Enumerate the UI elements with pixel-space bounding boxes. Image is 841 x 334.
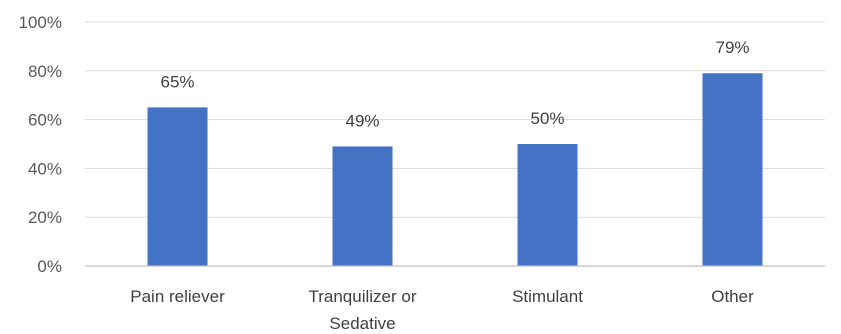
data-label: 79% (715, 38, 749, 57)
data-labels: 65% 49% 50% 79% (160, 38, 749, 130)
bar (702, 73, 763, 267)
y-tick-label: 100% (19, 13, 62, 32)
category-label-line: Other (711, 287, 754, 306)
bar (517, 144, 578, 266)
gridlines (85, 21, 825, 218)
data-label: 50% (530, 109, 564, 128)
category-label: Pain reliever (130, 287, 225, 306)
x-axis-categories: Pain reliever Tranquilizer or Sedative Stim… (130, 287, 754, 333)
y-axis-ticks: 0% 20% 40% 60% 80% 100% (19, 13, 62, 276)
bars (147, 73, 763, 267)
category-label-line: Stimulant (512, 287, 583, 306)
bar (332, 146, 393, 266)
bar (147, 107, 208, 267)
category-label-line: Tranquilizer or (308, 287, 416, 306)
y-tick-label: 80% (28, 62, 62, 81)
y-tick-label: 60% (28, 111, 62, 130)
category-label: Stimulant (512, 287, 583, 306)
category-label-line: Pain reliever (130, 287, 225, 306)
y-tick-label: 0% (37, 257, 62, 276)
category-label: Other (711, 287, 754, 306)
category-label-line: Sedative (329, 314, 395, 333)
y-tick-label: 20% (28, 208, 62, 227)
data-label: 49% (345, 111, 379, 130)
y-tick-label: 40% (28, 159, 62, 178)
category-label: Tranquilizer or Sedative (308, 287, 416, 333)
data-label: 65% (160, 72, 194, 91)
